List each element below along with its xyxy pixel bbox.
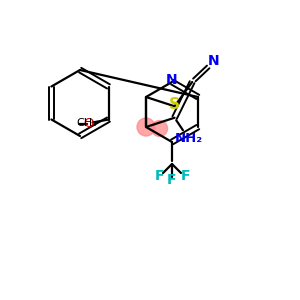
Text: N: N xyxy=(166,73,178,87)
Text: F: F xyxy=(167,173,177,187)
Text: O: O xyxy=(83,117,94,130)
Text: N: N xyxy=(208,54,220,68)
Text: F: F xyxy=(154,169,164,183)
Circle shape xyxy=(137,118,155,136)
Text: CH₃: CH₃ xyxy=(76,118,97,128)
Circle shape xyxy=(152,121,167,136)
Text: S: S xyxy=(169,97,180,112)
Text: NH₂: NH₂ xyxy=(174,132,202,145)
Text: F: F xyxy=(180,169,190,183)
